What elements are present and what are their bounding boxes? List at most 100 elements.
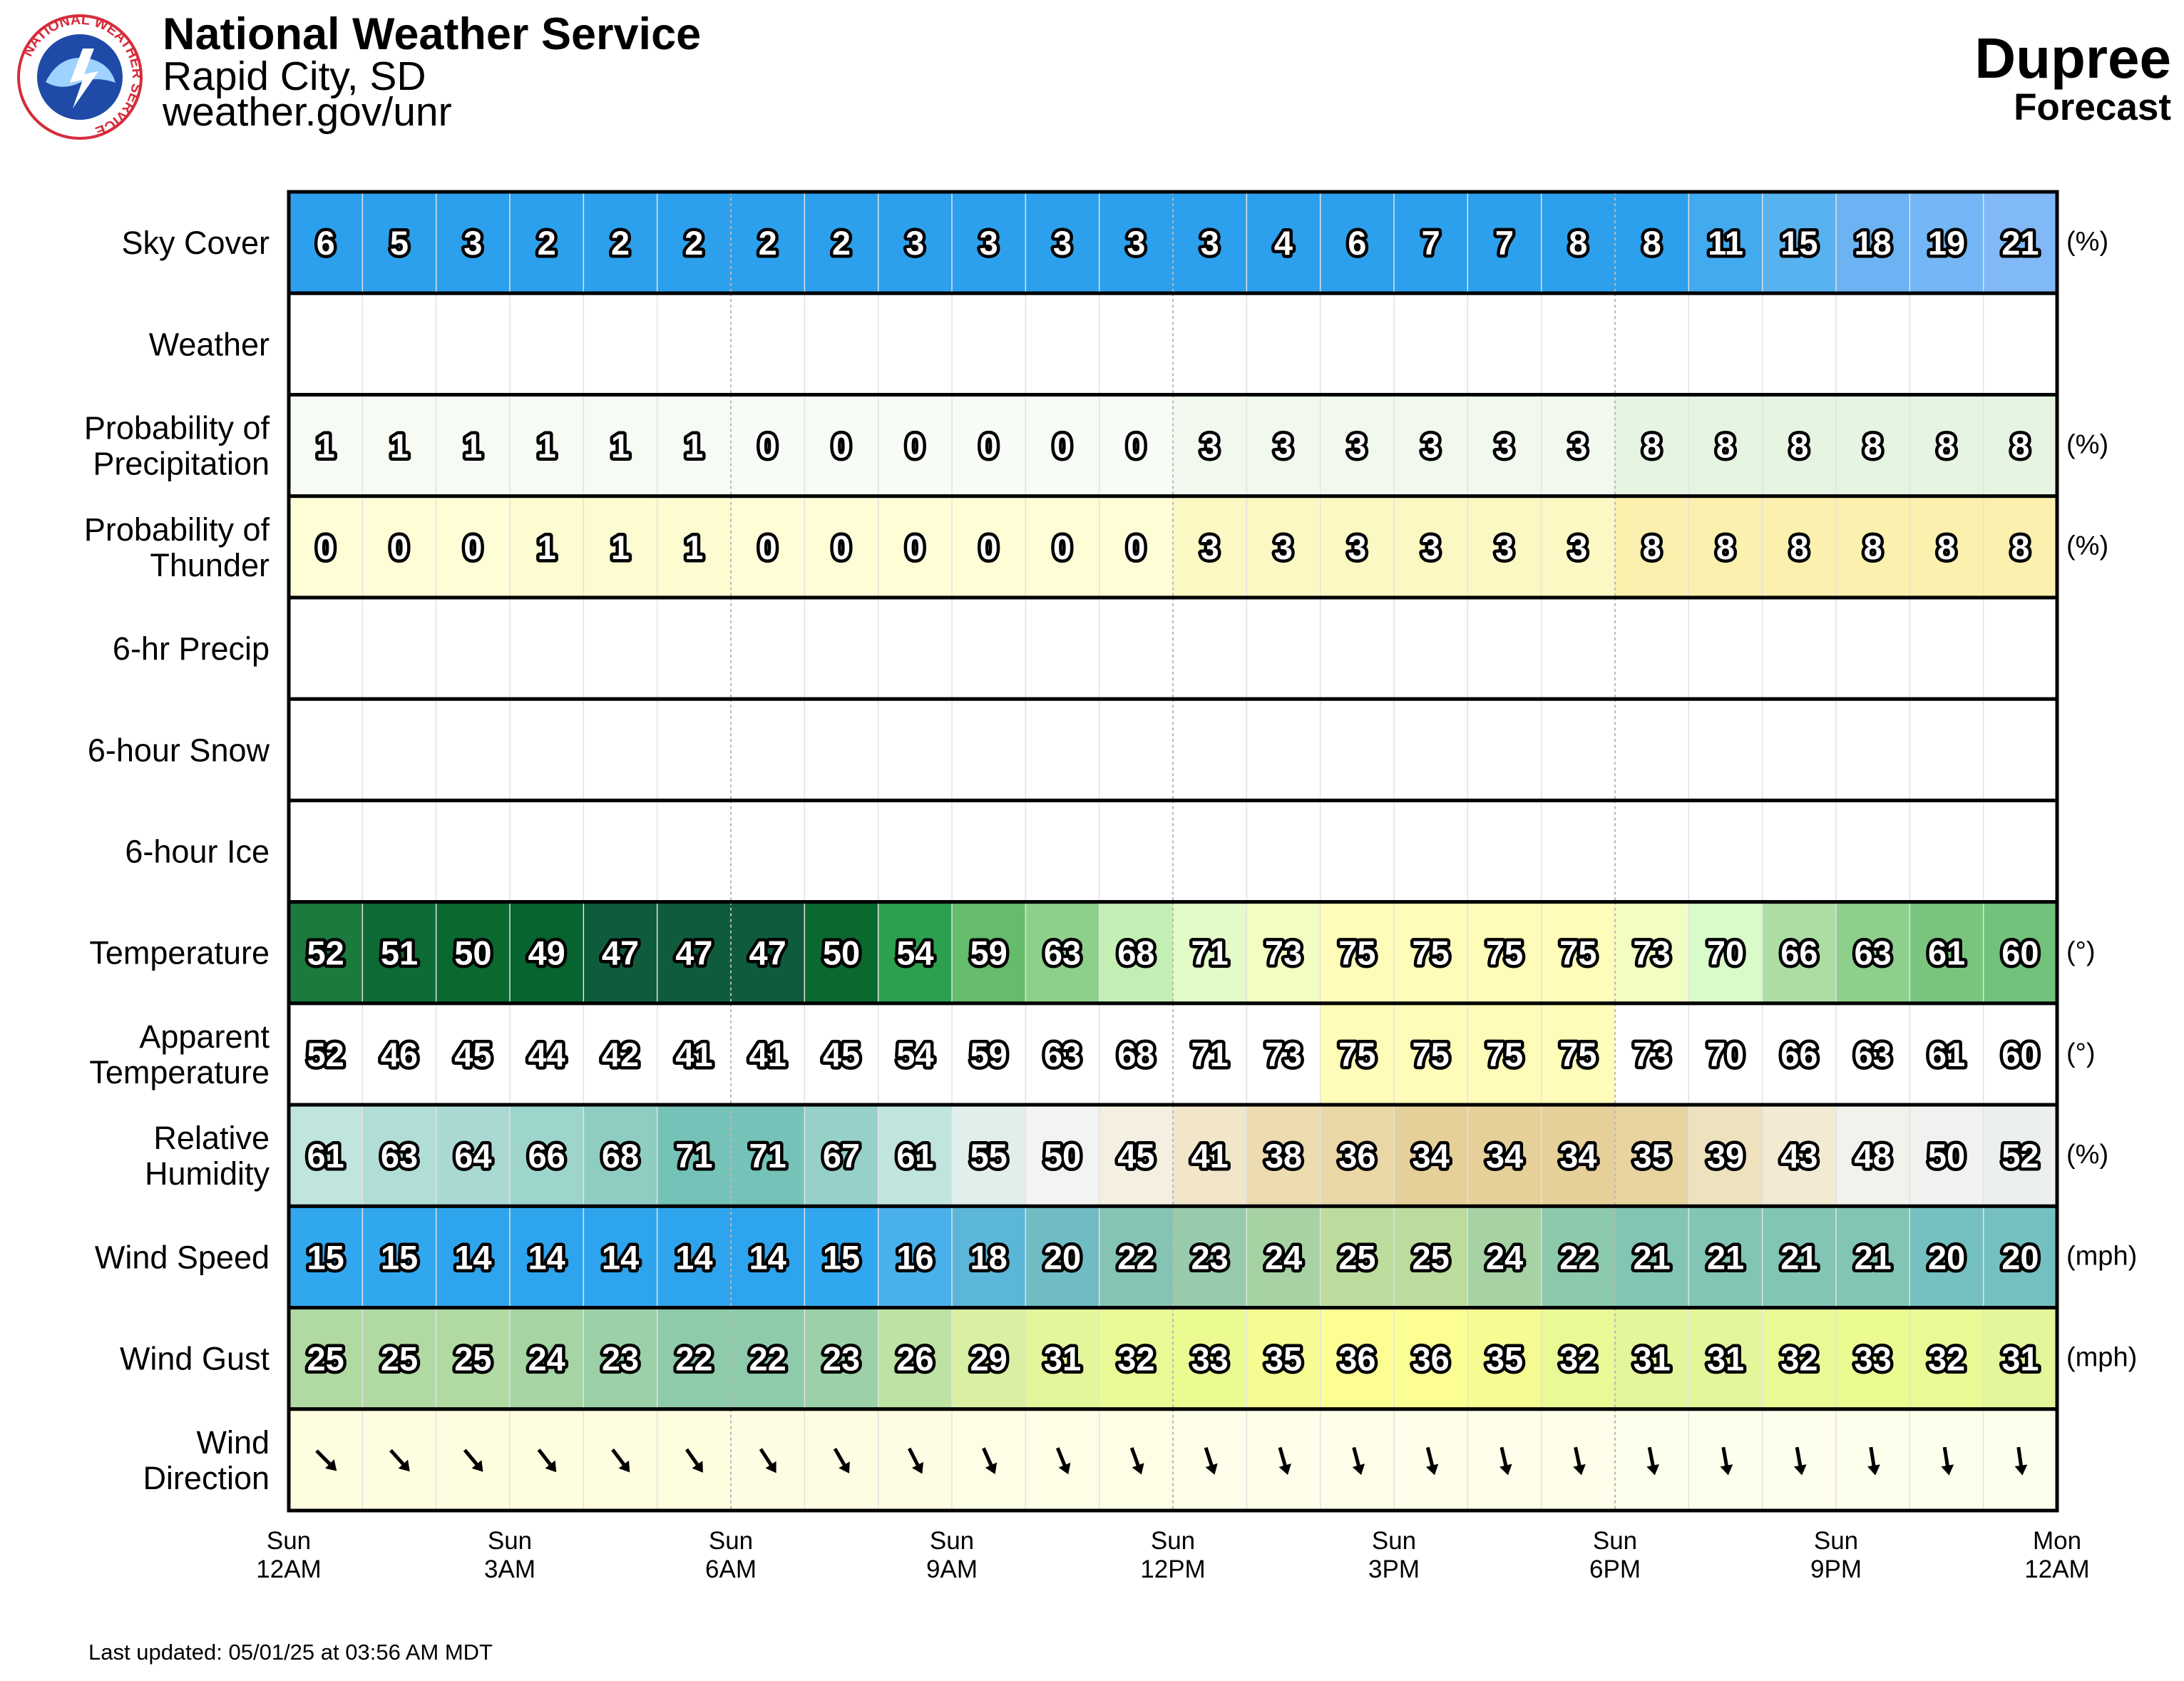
cell-value: 38 bbox=[1265, 1137, 1302, 1175]
cell-bg bbox=[878, 293, 953, 395]
cell-bg bbox=[1615, 901, 1689, 1003]
cell-bg bbox=[1836, 597, 1910, 700]
wind-arrow bbox=[611, 1448, 630, 1473]
cell-bg bbox=[1615, 800, 1689, 902]
cell-bg bbox=[731, 1206, 805, 1308]
cell-bg bbox=[289, 394, 363, 496]
cell-value: 50 bbox=[454, 934, 491, 972]
cell-bg bbox=[1246, 1307, 1321, 1409]
cell-bg bbox=[804, 699, 879, 801]
cell-bg bbox=[362, 1206, 437, 1308]
cell-value: 2 bbox=[759, 224, 777, 262]
cell-bg bbox=[289, 293, 363, 395]
x-tick-time: 9PM bbox=[1810, 1555, 1862, 1583]
cell-value: 0 bbox=[906, 427, 924, 465]
cell-value: 63 bbox=[1855, 934, 1892, 972]
cell-value: 3 bbox=[1495, 427, 1514, 465]
cell-value: 25 bbox=[381, 1340, 418, 1378]
cell-value: 63 bbox=[1044, 934, 1081, 972]
cell-value: 34 bbox=[1413, 1137, 1450, 1175]
cell-value: 8 bbox=[1716, 427, 1735, 465]
wind-arrow bbox=[759, 1448, 776, 1473]
cell-value: 44 bbox=[528, 1036, 565, 1073]
nws-logo: NATIONAL WEATHER SERVICE bbox=[17, 14, 143, 140]
cell-bg bbox=[1173, 1307, 1247, 1409]
cell-value: 75 bbox=[1559, 1036, 1596, 1073]
cell-value: 8 bbox=[1790, 528, 1808, 566]
cell-value: 8 bbox=[1864, 427, 1882, 465]
cell-value: 21 bbox=[1780, 1238, 1818, 1276]
cell-bg bbox=[1983, 1003, 2058, 1105]
cell-bg bbox=[1394, 496, 1468, 598]
cell-bg bbox=[583, 1307, 658, 1409]
cell-value: 75 bbox=[1486, 1036, 1523, 1073]
cell-bg bbox=[657, 394, 732, 496]
cell-bg bbox=[952, 293, 1026, 395]
cell-value: 75 bbox=[1559, 934, 1596, 972]
row-temperature: Temperature (°) 52 51 50 49 47 47 47 50 54 59 63 68 71… bbox=[89, 900, 2096, 1006]
cell-bg bbox=[1762, 1003, 1837, 1105]
cell-bg bbox=[1173, 699, 1247, 801]
cell-bg bbox=[362, 394, 437, 496]
cell-value: 31 bbox=[1707, 1340, 1744, 1378]
cell-bg bbox=[1836, 293, 1910, 395]
unit-label: (°) bbox=[2066, 937, 2096, 967]
cell-value: 35 bbox=[1265, 1340, 1302, 1378]
cell-bg bbox=[1320, 800, 1395, 902]
cell-bg bbox=[1836, 699, 1910, 801]
cell-bg bbox=[1246, 699, 1321, 801]
cell-bg bbox=[510, 192, 584, 294]
cell-value: 8 bbox=[1864, 528, 1882, 566]
cell-bg bbox=[878, 496, 953, 598]
cell-value: 8 bbox=[2011, 528, 2029, 566]
row-label: Wind Speed bbox=[95, 1239, 270, 1275]
header-url[interactable]: weather.gov/unr bbox=[163, 89, 452, 135]
wind-arrow bbox=[907, 1447, 923, 1474]
wind-arrow bbox=[389, 1448, 410, 1472]
cell-value: 1 bbox=[390, 427, 409, 465]
x-tick-day: Sun bbox=[709, 1527, 753, 1555]
cell-bg bbox=[1688, 1105, 1763, 1207]
cell-value: 3 bbox=[1569, 427, 1587, 465]
x-tick-time: 12PM bbox=[1140, 1555, 1205, 1583]
cell-bg bbox=[1983, 192, 2058, 294]
cell-value: 23 bbox=[1191, 1238, 1229, 1276]
x-tick-time: 9AM bbox=[926, 1555, 978, 1583]
cell-value: 46 bbox=[381, 1036, 418, 1073]
x-tick-time: 3AM bbox=[484, 1555, 535, 1583]
cell-value: 4 bbox=[1274, 224, 1293, 262]
cell-value: 32 bbox=[1780, 1340, 1818, 1378]
cell-value: 16 bbox=[896, 1238, 933, 1276]
wind-arrow bbox=[1499, 1446, 1512, 1476]
cell-bg bbox=[1983, 1206, 2058, 1308]
unit-label: (%) bbox=[2066, 531, 2108, 561]
row-label: Precipitation bbox=[93, 446, 270, 482]
row-6-hour-ice: 6-hour Ice bbox=[125, 798, 2059, 904]
cell-bg bbox=[436, 192, 511, 294]
cell-bg bbox=[1025, 699, 1100, 801]
unit-label: (%) bbox=[2066, 1140, 2108, 1170]
cell-value: 8 bbox=[1790, 427, 1808, 465]
cell-value: 15 bbox=[823, 1238, 860, 1276]
cell-bg bbox=[289, 597, 363, 700]
cell-bg bbox=[1467, 1307, 1542, 1409]
cell-bg bbox=[1025, 1206, 1100, 1308]
cell-bg bbox=[1615, 293, 1689, 395]
cell-bg bbox=[1246, 800, 1321, 902]
cell-value: 50 bbox=[1928, 1137, 1965, 1175]
cell-value: 59 bbox=[970, 1036, 1008, 1073]
cell-bg bbox=[1467, 394, 1542, 496]
cell-value: 24 bbox=[1486, 1238, 1523, 1276]
cell-value: 32 bbox=[1117, 1340, 1154, 1378]
cell-bg bbox=[657, 293, 732, 395]
cell-value: 33 bbox=[1855, 1340, 1892, 1378]
cell-bg bbox=[1836, 901, 1910, 1003]
cell-bg bbox=[1320, 597, 1395, 700]
cell-bg bbox=[1688, 1003, 1763, 1105]
cell-bg bbox=[1467, 1003, 1542, 1105]
cell-bg bbox=[289, 1206, 363, 1308]
row-label: Thunder bbox=[150, 547, 270, 583]
cell-value: 67 bbox=[823, 1137, 860, 1175]
